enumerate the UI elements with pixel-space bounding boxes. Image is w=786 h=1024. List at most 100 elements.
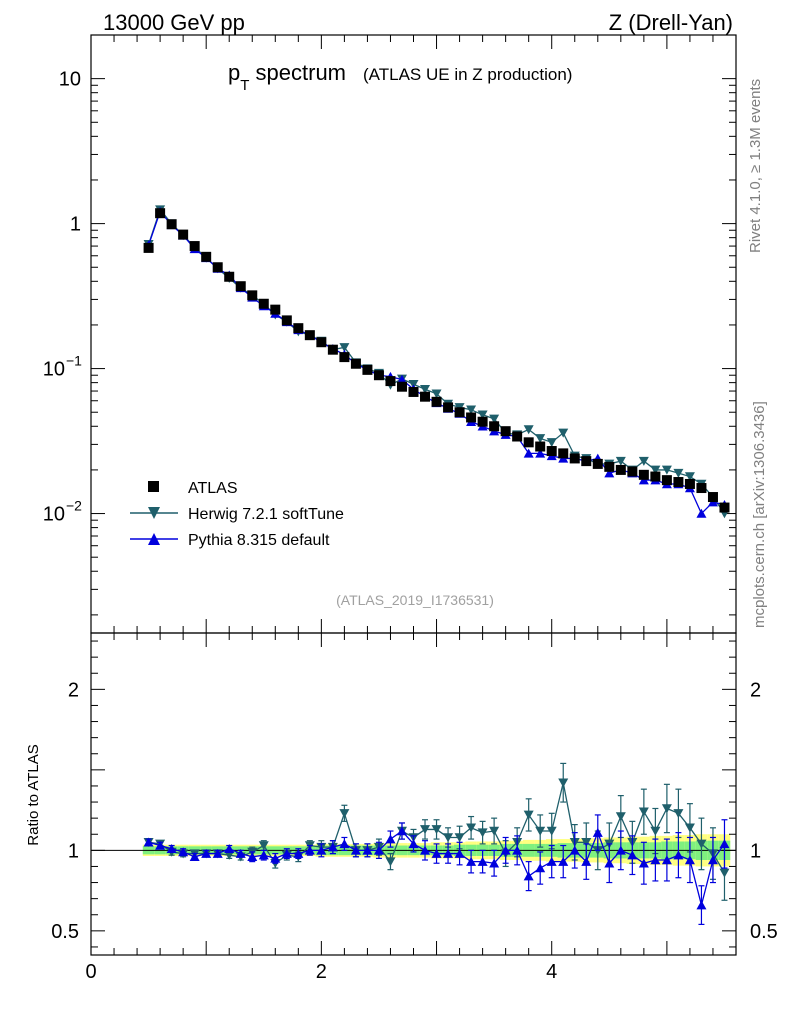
y-tick-label: 10 xyxy=(43,359,65,381)
herwig-point xyxy=(615,456,626,466)
ratio-pythia-point xyxy=(673,850,684,860)
atlas-point xyxy=(143,242,154,253)
title-main: p xyxy=(228,60,240,85)
ratio-pythia-point xyxy=(569,845,580,855)
atlas-point xyxy=(189,241,200,252)
ratio-pythia-point xyxy=(477,856,488,866)
ratio-herwig-point xyxy=(535,826,546,836)
atlas-point xyxy=(166,219,177,230)
ratio-herwig-point xyxy=(546,826,557,836)
atlas-point xyxy=(304,330,315,341)
y-tick-exponent: −2 xyxy=(66,498,82,514)
ratio-pythia-point xyxy=(293,848,304,858)
ratio-pythia-point xyxy=(362,845,373,855)
atlas-point xyxy=(684,478,695,489)
herwig-point xyxy=(431,389,442,399)
ratio-pythia-point xyxy=(281,848,292,858)
y-tick-label: 1 xyxy=(70,214,81,236)
ratio-pythia-point xyxy=(166,843,177,853)
ratio-y-label: Ratio to ATLAS xyxy=(25,744,42,845)
herwig-line xyxy=(147,208,726,514)
ratio-pythia-point xyxy=(454,848,465,858)
herwig-point xyxy=(466,405,477,415)
atlas-point xyxy=(535,441,546,452)
atlas-point xyxy=(707,492,718,503)
atlas-point xyxy=(581,456,592,467)
atlas-point xyxy=(512,431,523,442)
ratio-herwig-point xyxy=(638,807,649,817)
ratio-herwig-point xyxy=(454,833,465,843)
herwig-point xyxy=(523,425,534,435)
pythia-point xyxy=(535,448,546,458)
legend-pythia-marker xyxy=(148,533,160,545)
ratio-pythia-point xyxy=(443,848,454,858)
atlas-point xyxy=(235,281,246,292)
ratio-series-pythia xyxy=(143,814,730,926)
herwig-point xyxy=(546,438,557,448)
ratio-pythia-point xyxy=(592,827,603,837)
ratio-pythia-point xyxy=(684,855,695,865)
plot-title: pT spectrum xyxy=(228,60,346,94)
ratio-herwig-point xyxy=(673,809,684,819)
ratio-pythia-point xyxy=(201,848,212,858)
herwig-point xyxy=(477,410,488,420)
ratio-herwig-point xyxy=(258,841,269,851)
ratio-herwig-point xyxy=(466,823,477,833)
legend-pythia: Pythia 8.315 default xyxy=(130,532,330,549)
ratio-pythia-point xyxy=(500,845,511,855)
legend-herwig-marker xyxy=(148,507,160,519)
atlas-point xyxy=(293,323,304,334)
y-tick-label-right: 1 xyxy=(750,840,761,862)
atlas-point xyxy=(258,298,269,309)
atlas-point xyxy=(385,376,396,387)
atlas-point xyxy=(523,437,534,448)
herwig-point xyxy=(661,465,672,475)
ratio-pythia-point xyxy=(696,900,707,910)
atlas-point xyxy=(569,453,580,464)
y-tick-label-right: 2 xyxy=(750,679,761,701)
title-sub: T xyxy=(240,77,249,94)
atlas-point xyxy=(155,208,166,219)
ratio-pythia-point xyxy=(178,847,189,857)
ratio-pythia-point xyxy=(396,826,407,836)
ratio-herwig-point xyxy=(489,826,500,836)
atlas-point xyxy=(443,402,454,413)
atlas-point xyxy=(627,466,638,477)
ratio-pythia-point xyxy=(650,855,661,865)
ratio-herwig-point xyxy=(558,778,569,788)
atlas-point xyxy=(408,386,419,397)
atlas-point xyxy=(327,344,338,355)
atlas-point xyxy=(477,416,488,427)
ratio-herwig-point xyxy=(650,826,661,836)
legend-herwig: Herwig 7.2.1 softTune xyxy=(130,506,344,523)
ratio-pythia-point xyxy=(270,853,281,863)
atlas-point xyxy=(316,337,327,348)
ratio-herwig-point xyxy=(523,810,534,820)
ratio-pythia-point xyxy=(627,850,638,860)
atlas-point xyxy=(558,448,569,459)
atlas-point xyxy=(281,315,292,326)
ratio-pythia-point xyxy=(304,845,315,855)
ratio-pythia-point xyxy=(512,845,523,855)
herwig-point xyxy=(339,343,350,353)
atlas-point xyxy=(224,271,235,282)
atlas-point xyxy=(615,464,626,475)
ratio-herwig-point xyxy=(431,825,442,835)
ratio-pythia-point xyxy=(224,843,235,853)
atlas-point xyxy=(362,364,373,375)
ratio-herwig-point xyxy=(719,868,730,878)
ratio-pythia-point xyxy=(420,845,431,855)
ratio-pythia-point xyxy=(339,839,350,849)
ratio-pythia-point xyxy=(155,840,166,850)
ratio-herwig-point xyxy=(581,838,592,848)
atlas-point xyxy=(650,471,661,482)
header-left: 13000 GeV pp xyxy=(103,10,245,35)
ratio-pythia-point xyxy=(350,845,361,855)
herwig-point xyxy=(684,472,695,482)
legend: ATLAS Herwig 7.2.1 softTune Pythia 8.315… xyxy=(130,480,344,549)
atlas-point xyxy=(592,458,603,469)
herwig-point xyxy=(489,414,500,424)
ratio-herwig-point xyxy=(443,833,454,843)
ratio-series-herwig xyxy=(143,762,730,901)
